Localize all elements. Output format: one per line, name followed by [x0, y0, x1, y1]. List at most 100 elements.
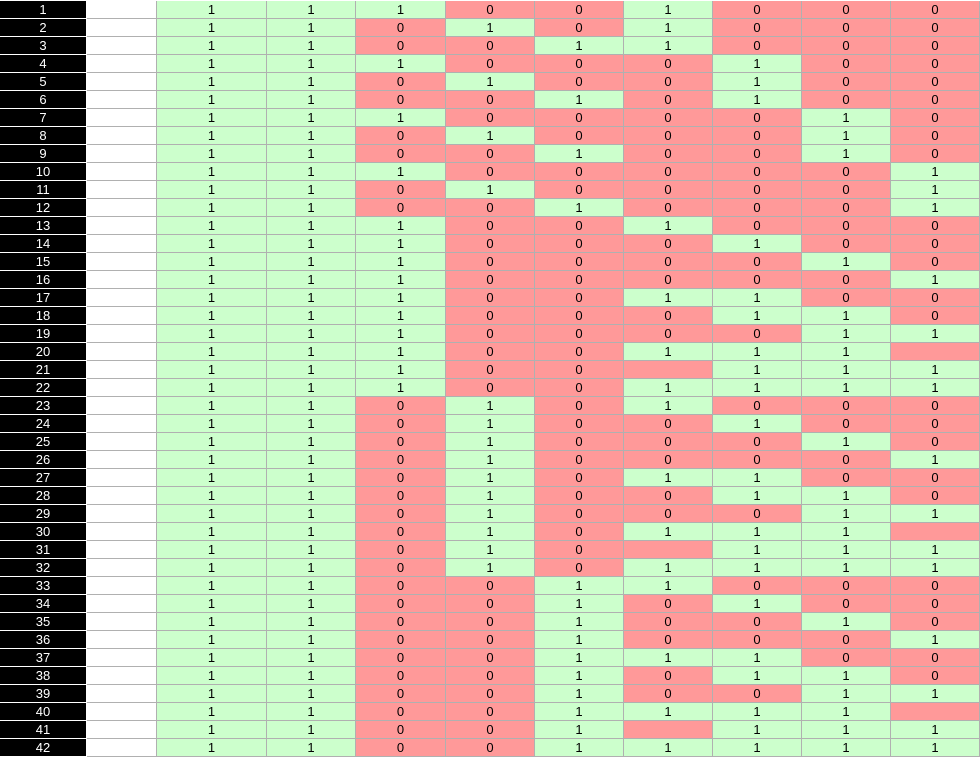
- blank-cell: [87, 235, 157, 253]
- row-number: 19: [0, 325, 87, 343]
- value-cell: 1: [802, 667, 891, 685]
- value-cell: 1: [891, 163, 980, 181]
- value-cell: 1: [624, 397, 713, 415]
- blank-cell: [87, 415, 157, 433]
- row-number: 11: [0, 181, 87, 199]
- value-cell: 0: [356, 199, 446, 217]
- value-cell: 0: [624, 163, 713, 181]
- blank-cell: [87, 649, 157, 667]
- value-cell: 1: [267, 469, 356, 487]
- value-cell: 1: [267, 109, 356, 127]
- value-cell: 0: [535, 559, 624, 577]
- value-cell: 0: [713, 271, 802, 289]
- value-cell: [624, 541, 713, 559]
- value-cell: 0: [535, 1, 624, 19]
- value-cell: 0: [446, 685, 535, 703]
- value-cell: 1: [891, 685, 980, 703]
- value-cell: 0: [802, 73, 891, 91]
- value-cell: 1: [356, 217, 446, 235]
- value-cell: 1: [157, 397, 267, 415]
- value-cell: 1: [356, 1, 446, 19]
- value-cell: 1: [446, 559, 535, 577]
- row-number: 41: [0, 721, 87, 739]
- value-cell: 0: [446, 235, 535, 253]
- value-cell: 0: [891, 145, 980, 163]
- blank-cell: [87, 379, 157, 397]
- value-cell: 1: [157, 487, 267, 505]
- value-cell: 0: [356, 739, 446, 757]
- value-cell: 0: [446, 37, 535, 55]
- value-cell: 1: [157, 109, 267, 127]
- value-cell: 1: [356, 379, 446, 397]
- value-cell: 1: [624, 37, 713, 55]
- value-cell: 1: [802, 253, 891, 271]
- row-number: 9: [0, 145, 87, 163]
- value-cell: 0: [624, 271, 713, 289]
- blank-cell: [87, 631, 157, 649]
- blank-cell: [87, 199, 157, 217]
- value-cell: 0: [713, 181, 802, 199]
- value-cell: 1: [267, 37, 356, 55]
- value-cell: 0: [802, 469, 891, 487]
- value-cell: 1: [267, 487, 356, 505]
- row-number: 40: [0, 703, 87, 721]
- value-cell: 1: [356, 307, 446, 325]
- value-cell: 0: [624, 433, 713, 451]
- value-cell: 0: [802, 271, 891, 289]
- value-cell: 0: [535, 253, 624, 271]
- value-cell: 0: [624, 325, 713, 343]
- value-cell: 0: [891, 397, 980, 415]
- value-cell: 0: [624, 199, 713, 217]
- value-cell: 0: [356, 73, 446, 91]
- value-cell: 1: [535, 685, 624, 703]
- value-cell: 0: [535, 127, 624, 145]
- blank-cell: [87, 73, 157, 91]
- value-cell: 0: [713, 433, 802, 451]
- value-cell: 0: [713, 199, 802, 217]
- value-cell: 1: [356, 289, 446, 307]
- value-cell: 0: [891, 19, 980, 37]
- value-cell: 0: [713, 451, 802, 469]
- value-cell: 0: [356, 631, 446, 649]
- value-cell: 1: [891, 181, 980, 199]
- value-cell: 1: [157, 343, 267, 361]
- value-cell: 1: [624, 703, 713, 721]
- value-cell: 0: [446, 595, 535, 613]
- value-cell: 1: [713, 469, 802, 487]
- value-cell: 1: [356, 343, 446, 361]
- value-cell: 0: [624, 73, 713, 91]
- value-cell: 0: [802, 217, 891, 235]
- value-cell: 1: [535, 91, 624, 109]
- value-cell: 0: [356, 577, 446, 595]
- row-number: 34: [0, 595, 87, 613]
- value-cell: 0: [624, 685, 713, 703]
- value-cell: 0: [891, 415, 980, 433]
- value-cell: 0: [713, 217, 802, 235]
- value-cell: 1: [713, 73, 802, 91]
- blank-cell: [87, 595, 157, 613]
- value-cell: 0: [356, 667, 446, 685]
- row-number: 26: [0, 451, 87, 469]
- value-cell: 0: [535, 181, 624, 199]
- value-cell: 1: [267, 55, 356, 73]
- blank-cell: [87, 685, 157, 703]
- value-cell: 1: [356, 253, 446, 271]
- value-cell: 1: [802, 361, 891, 379]
- value-cell: 0: [802, 55, 891, 73]
- value-cell: 1: [267, 613, 356, 631]
- value-cell: 1: [157, 253, 267, 271]
- blank-cell: [87, 271, 157, 289]
- value-cell: 0: [535, 415, 624, 433]
- value-cell: 1: [802, 505, 891, 523]
- value-cell: 1: [157, 451, 267, 469]
- value-cell: 0: [802, 577, 891, 595]
- value-cell: 1: [157, 703, 267, 721]
- value-cell: 0: [356, 505, 446, 523]
- value-cell: 1: [802, 559, 891, 577]
- value-cell: 1: [267, 523, 356, 541]
- value-cell: 0: [535, 307, 624, 325]
- value-cell: 0: [446, 361, 535, 379]
- blank-cell: [87, 163, 157, 181]
- value-cell: 0: [446, 271, 535, 289]
- value-cell: 0: [446, 145, 535, 163]
